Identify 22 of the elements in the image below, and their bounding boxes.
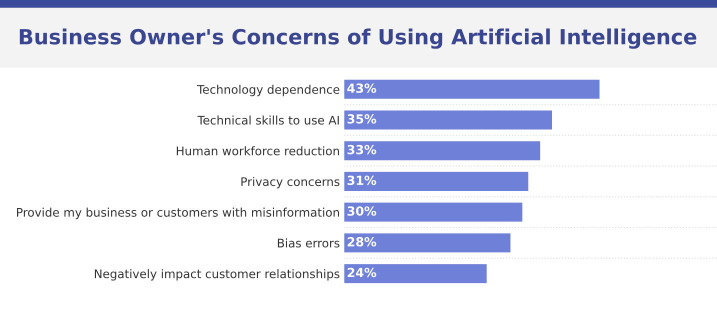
y-tick-label: Technology dependence (197, 84, 340, 96)
bar (344, 264, 487, 284)
data-label: 30% (348, 206, 376, 216)
bar (344, 202, 522, 222)
y-tick-label: Bias errors (278, 238, 340, 248)
chart-title: Business Owner's Concerns of Using Artificial Intelligence (20, 28, 696, 49)
bar (344, 80, 600, 99)
bar (344, 110, 552, 130)
data-label: 43% (347, 83, 376, 93)
data-label: 24% (348, 268, 376, 278)
data-label: 31% (348, 176, 376, 186)
bar (344, 172, 528, 191)
bar (344, 141, 540, 160)
y-tick-label: Technical skills to use AI (197, 116, 339, 125)
data-label: 33% (348, 144, 376, 154)
data-label: 28% (348, 237, 376, 247)
data-label: 35% (348, 114, 376, 124)
y-tick-label: Human workforce reduction (176, 146, 339, 156)
bar (344, 233, 510, 252)
y-tick-label: Provide my business or customers with misinformation (17, 208, 339, 220)
y-tick-label: Privacy concerns (241, 176, 340, 188)
y-tick-label: Negatively impact customer relationships (94, 269, 340, 281)
